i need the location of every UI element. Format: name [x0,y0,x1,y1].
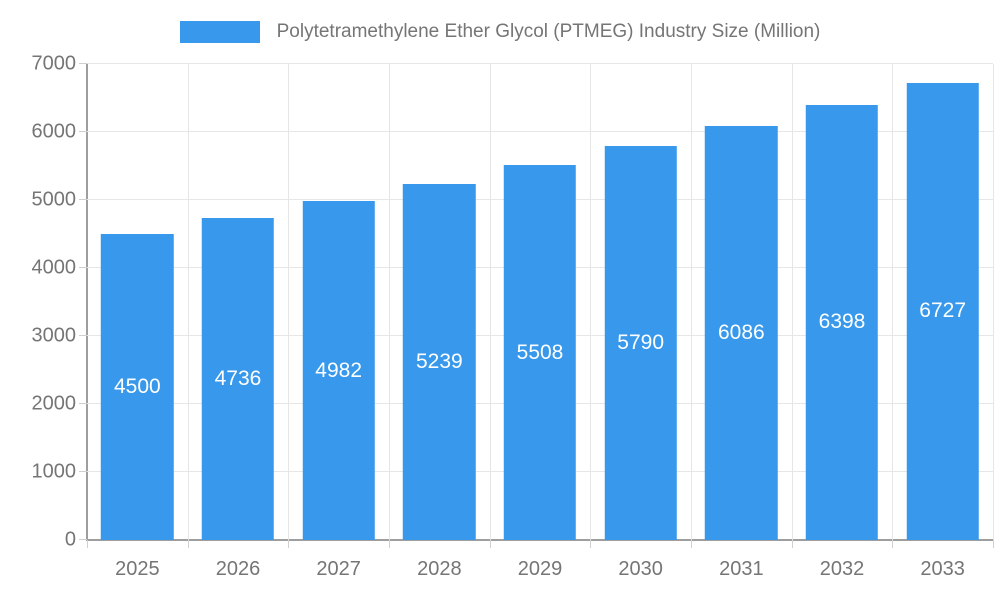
legend-label: Polytetramethylene Ether Glycol (PTMEG) … [276,21,821,42]
y-axis-tick-label: 5000 [31,188,77,211]
x-axis-tick-label: 2029 [517,558,563,580]
v-gridline [489,64,491,540]
x-axis-tick-label: 2028 [417,558,462,580]
x-axis-tick [791,540,793,548]
y-axis-tick-label: 2000 [31,392,77,415]
v-gridline [993,64,994,540]
v-gridline [590,64,592,540]
v-gridline [791,64,793,540]
x-axis-tick [892,540,894,548]
x-axis-tick [388,540,390,548]
bar[interactable]: 6398 [805,104,879,540]
x-axis-tick [993,540,994,548]
bar[interactable]: 5790 [604,146,677,540]
v-gridline [288,64,290,540]
y-axis-tick [79,267,87,268]
bar-value-label: 6086 [717,321,765,345]
bar[interactable]: 5508 [503,165,577,540]
y-axis-tick-label: 3000 [31,324,77,347]
y-axis-tick [79,63,87,64]
bar[interactable]: 4500 [101,234,174,540]
chart-legend[interactable]: Polytetramethylene Ether Glycol (PTMEG) … [0,14,1000,50]
bar-value-label: 5508 [516,340,564,364]
bar-value-label: 6727 [919,299,967,323]
v-gridline [892,64,894,540]
x-axis-line [86,539,994,541]
h-gridline [87,131,993,132]
x-axis-tick [288,540,290,548]
y-axis-tick [79,471,87,472]
x-axis-tick-label: 2025 [115,558,160,580]
y-axis-tick-label: 0 [64,528,76,551]
y-axis-tick [79,539,87,540]
v-gridline [388,64,390,540]
y-axis-tick [79,335,87,336]
x-axis-tick [489,540,491,548]
x-axis-tick-label: 2032 [819,558,865,580]
bar-value-label: 4982 [315,358,363,382]
y-axis-tick-label: 6000 [31,120,77,143]
x-axis-tick-label: 2027 [316,558,361,580]
x-axis-labels: 2025 2026 2027 2028 2029 2030 2031 2032 2033 [87,552,993,592]
bar[interactable]: 5239 [403,183,476,540]
x-axis-tick-label: 2033 [920,558,965,580]
y-axis-line [86,64,88,540]
y-axis-tick [79,403,87,404]
bar-value-label: 5790 [617,331,665,355]
x-axis-tick [87,540,88,548]
y-axis-tick [79,199,87,200]
bar-value-label: 4500 [113,375,161,398]
bar[interactable]: 4736 [201,217,275,540]
x-axis-tick-label: 2030 [618,558,663,580]
bar-value-label: 6398 [818,310,866,334]
legend-swatch [179,21,260,43]
h-gridline [87,63,993,64]
bar-value-label: 4736 [214,366,262,390]
bar[interactable]: 4982 [302,201,375,540]
v-gridline [690,64,692,540]
x-axis-tick [690,540,692,548]
x-axis-tick-label: 2026 [215,558,261,580]
x-axis-tick [187,540,189,548]
y-axis-tick-label: 7000 [31,52,77,75]
y-axis-tick-label: 4000 [31,256,77,279]
bar[interactable]: 6727 [906,82,979,540]
y-axis-tick-label: 1000 [31,460,77,483]
plot-area: 4500 4736 4982 5239 5508 5790 6086 6398 6727 [79,63,994,548]
v-gridline [187,64,189,540]
bar[interactable]: 6086 [705,126,778,540]
y-axis-labels: 0 1000 2000 3000 4000 5000 6000 7000 [0,53,77,551]
bar-value-label: 5239 [415,349,463,373]
y-axis-tick [79,131,87,132]
x-axis-tick-label: 2031 [719,558,764,580]
x-axis-tick [590,540,592,548]
